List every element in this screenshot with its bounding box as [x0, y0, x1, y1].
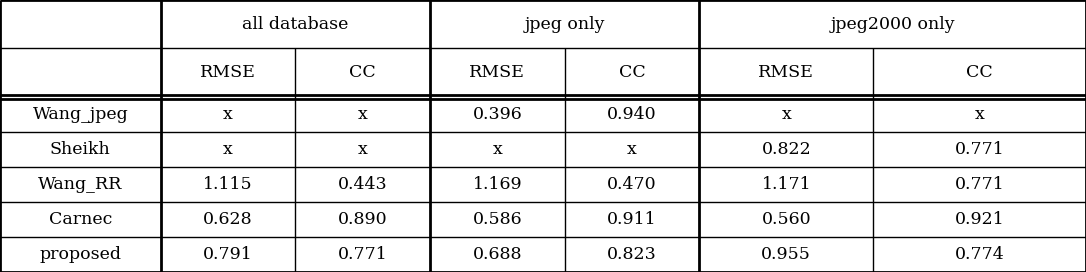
Text: 0.890: 0.890: [338, 211, 388, 228]
Text: 0.911: 0.911: [607, 211, 657, 228]
Text: 0.628: 0.628: [203, 211, 253, 228]
Text: Carnec: Carnec: [49, 211, 112, 228]
Text: RMSE: RMSE: [200, 64, 256, 81]
Text: 0.955: 0.955: [761, 246, 811, 263]
Text: CC: CC: [350, 64, 376, 81]
Text: 1.169: 1.169: [472, 176, 522, 193]
Text: x: x: [358, 141, 367, 158]
Text: x: x: [493, 141, 502, 158]
Text: 0.771: 0.771: [955, 176, 1005, 193]
Text: x: x: [782, 106, 791, 123]
Text: proposed: proposed: [39, 246, 122, 263]
Text: x: x: [975, 106, 984, 123]
Text: x: x: [358, 106, 367, 123]
Text: Wang_RR: Wang_RR: [38, 176, 123, 193]
Text: RMSE: RMSE: [469, 64, 526, 81]
Text: 0.470: 0.470: [607, 176, 657, 193]
Text: x: x: [224, 141, 232, 158]
Text: 0.771: 0.771: [955, 141, 1005, 158]
Text: 0.940: 0.940: [607, 106, 657, 123]
Text: 0.443: 0.443: [338, 176, 388, 193]
Text: x: x: [628, 141, 636, 158]
Text: x: x: [224, 106, 232, 123]
Text: 0.771: 0.771: [338, 246, 388, 263]
Text: 0.822: 0.822: [761, 141, 811, 158]
Text: 0.921: 0.921: [955, 211, 1005, 228]
Text: 0.823: 0.823: [607, 246, 657, 263]
Text: 0.688: 0.688: [472, 246, 522, 263]
Text: all database: all database: [242, 16, 349, 33]
Text: 0.791: 0.791: [203, 246, 253, 263]
Text: 0.774: 0.774: [955, 246, 1005, 263]
Text: jpeg only: jpeg only: [525, 16, 605, 33]
Text: Wang_jpeg: Wang_jpeg: [33, 106, 128, 123]
Text: 0.586: 0.586: [472, 211, 522, 228]
Text: 0.396: 0.396: [472, 106, 522, 123]
Text: jpeg2000 only: jpeg2000 only: [831, 16, 955, 33]
Text: CC: CC: [967, 64, 993, 81]
Text: 1.115: 1.115: [203, 176, 253, 193]
Text: 1.171: 1.171: [761, 176, 811, 193]
Text: Sheikh: Sheikh: [50, 141, 111, 158]
Text: CC: CC: [619, 64, 645, 81]
Text: 0.560: 0.560: [761, 211, 811, 228]
Text: RMSE: RMSE: [758, 64, 814, 81]
